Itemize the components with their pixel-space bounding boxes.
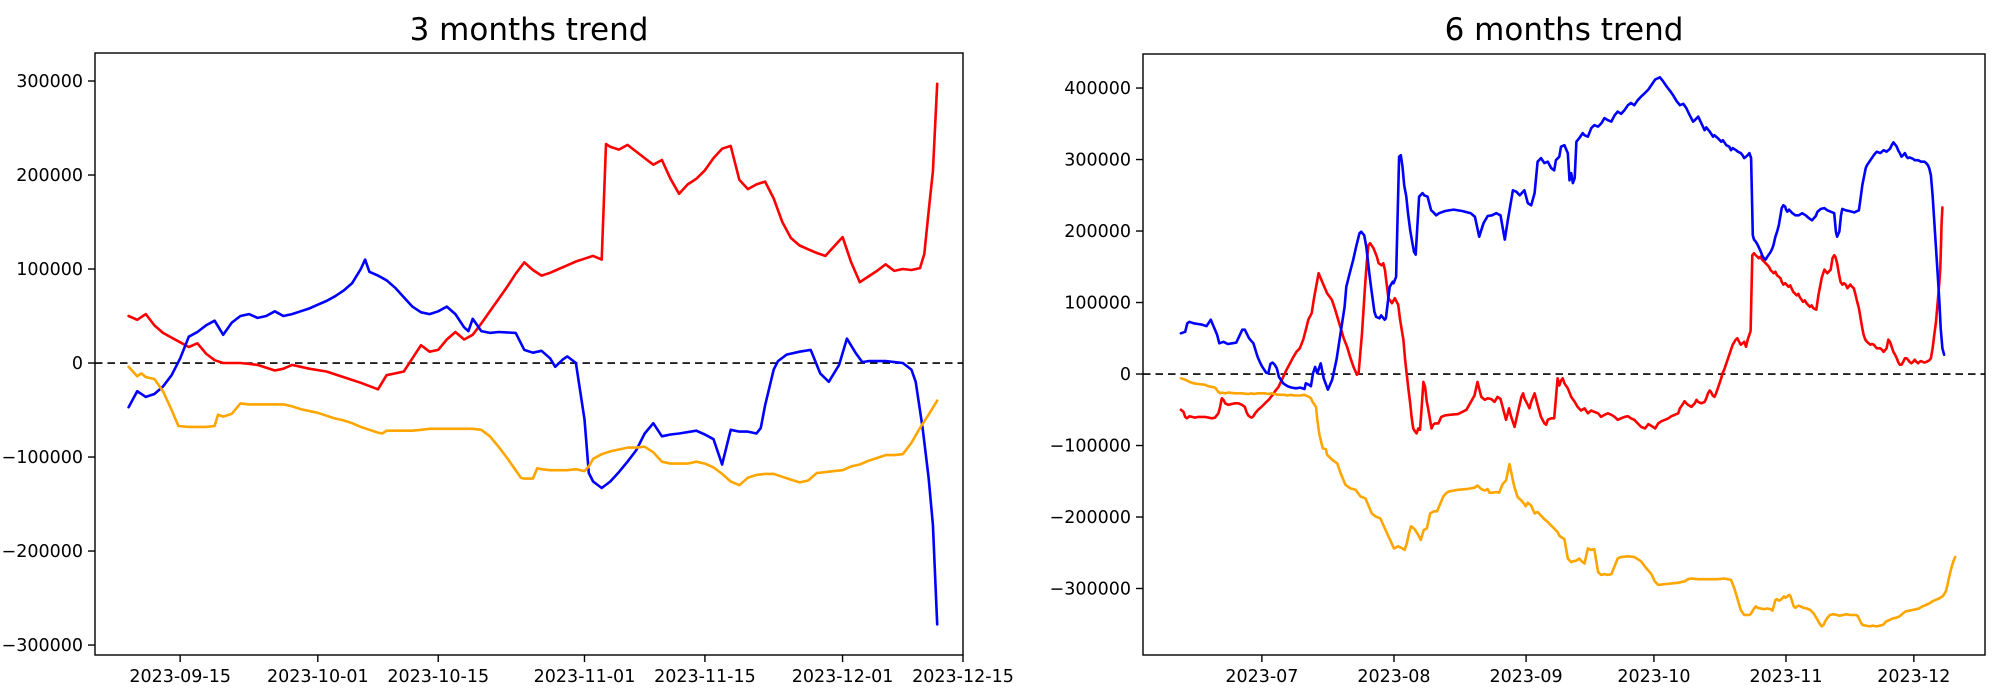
y-tick-label: 400000	[1064, 79, 1131, 99]
x-tick-label: 2023-10-01	[267, 667, 369, 687]
x-tick-label: 2023-12-01	[792, 667, 894, 687]
red-line	[1179, 206, 1944, 435]
x-tick-label: 2023-10	[1617, 667, 1690, 687]
plot-border	[1142, 53, 1986, 656]
y-tick-label: 0	[1120, 365, 1131, 385]
orange-line	[127, 365, 939, 487]
x-tick-label: 2023-09	[1490, 667, 1563, 687]
right-chart-plot: 400000 300000 200000 100000 0 −100000 −200000 −…	[1050, 53, 1986, 687]
y-tick-label: 300000	[16, 72, 83, 92]
orange-line	[1179, 376, 1957, 628]
y-tick-label: −100000	[2, 448, 83, 468]
x-tick-label: 2023-09-15	[129, 667, 231, 687]
blue-line	[1179, 76, 1946, 392]
red-line	[127, 82, 939, 391]
y-tick-label: −100000	[1050, 437, 1131, 457]
right-chart-title: 6 months trend	[1445, 12, 1684, 48]
plot-border	[94, 52, 964, 656]
y-tick-label: 0	[72, 354, 83, 374]
x-tick-label: 2023-12-15	[912, 667, 1014, 687]
blue-line	[127, 258, 939, 626]
y-tick-label: 300000	[1064, 151, 1131, 171]
y-tick-label: −200000	[1050, 508, 1131, 528]
x-tick-label: 2023-11-15	[654, 667, 756, 687]
x-tick-label: 2023-11-01	[534, 667, 636, 687]
y-tick-label: −300000	[2, 636, 83, 656]
x-tick-label: 2023-08	[1357, 667, 1430, 687]
y-tick-label: 200000	[16, 166, 83, 186]
x-tick-label: 2023-11	[1749, 667, 1822, 687]
y-tick-label: 100000	[1064, 294, 1131, 314]
y-tick-label: 200000	[1064, 222, 1131, 242]
left-chart-plot: 300000 200000 100000 0 −100000 −200000 −300000…	[2, 52, 1014, 687]
y-tick-label: −200000	[2, 542, 83, 562]
x-tick-label: 2023-10-15	[387, 667, 489, 687]
x-tick-label: 2023-12	[1877, 667, 1950, 687]
x-tick-label: 2023-07	[1225, 667, 1298, 687]
y-tick-label: 100000	[16, 260, 83, 280]
left-chart-title: 3 months trend	[410, 12, 649, 48]
y-tick-label: −300000	[1050, 580, 1131, 600]
